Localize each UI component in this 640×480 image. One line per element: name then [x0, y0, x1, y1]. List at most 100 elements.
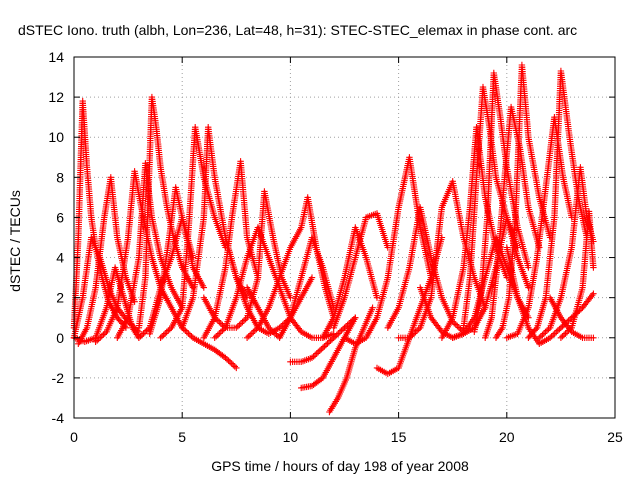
data-point: [590, 264, 597, 271]
data-point: [211, 334, 218, 341]
data-point: [310, 353, 317, 360]
data-point: [141, 328, 149, 336]
data-point: [407, 333, 415, 340]
data-point: [234, 323, 241, 330]
series-19: [298, 314, 359, 392]
data-point: [225, 357, 232, 364]
data-point: [316, 347, 323, 354]
data-point: [137, 333, 144, 340]
data-point: [214, 331, 221, 339]
data-point: [253, 326, 260, 333]
data-point: [308, 274, 316, 281]
data-point: [265, 324, 272, 331]
data-point: [324, 340, 331, 347]
data-point: [245, 333, 252, 340]
data-point: [546, 334, 554, 341]
series-21: [330, 210, 391, 331]
data-point: [525, 264, 532, 271]
data-point: [452, 321, 459, 328]
data-point: [183, 328, 190, 336]
data-point: [319, 344, 327, 351]
data-point: [322, 341, 330, 349]
data-point: [503, 274, 510, 281]
data-point: [557, 334, 565, 341]
series-23: [341, 154, 435, 347]
data-point: [214, 317, 221, 324]
data-point: [315, 348, 322, 356]
data-point: [457, 325, 464, 333]
data-point: [539, 331, 546, 339]
data-point: [413, 327, 421, 334]
data-point: [557, 324, 565, 331]
data-point: [185, 330, 192, 337]
data-point: [567, 316, 574, 323]
data-point: [243, 334, 251, 341]
data-point: [213, 333, 220, 340]
data-point: [577, 305, 585, 313]
data-point: [590, 290, 597, 297]
data-point: [551, 330, 558, 337]
series-22: [319, 224, 381, 341]
series-9: [157, 124, 229, 341]
data-point: [415, 326, 422, 333]
data-point: [97, 334, 104, 341]
series-36: [557, 208, 597, 341]
series-17: [243, 234, 337, 341]
data-point: [554, 327, 561, 334]
data-point: [163, 328, 170, 336]
data-point: [200, 284, 207, 291]
data-point: [233, 364, 240, 372]
data-point: [339, 326, 347, 333]
data-point: [276, 324, 283, 331]
series-37: [503, 244, 597, 347]
data-point: [573, 310, 580, 317]
data-point: [532, 326, 540, 333]
series-13: [200, 188, 294, 331]
chart-title: dSTEC Iono. truth (albh, Lon=236, Lat=48…: [18, 22, 577, 38]
data-point: [138, 331, 146, 339]
data-point: [222, 354, 229, 361]
data-point: [559, 333, 566, 340]
data-point: [287, 294, 294, 301]
data-point: [189, 254, 197, 261]
data-point: [162, 330, 169, 337]
data-point: [268, 327, 276, 334]
data-point: [325, 338, 333, 346]
data-point: [273, 331, 280, 339]
data-point: [550, 331, 557, 339]
data-point: [239, 318, 246, 326]
data-point: [230, 361, 237, 369]
data-point: [540, 330, 548, 337]
series-24: [373, 234, 446, 378]
data-point: [318, 346, 325, 353]
data-point: [373, 294, 381, 301]
data-point: [327, 337, 334, 344]
data-point: [560, 331, 568, 339]
data-point: [131, 298, 138, 305]
data-point: [542, 328, 549, 336]
data-point: [242, 316, 249, 323]
grid: [74, 57, 615, 418]
data-point: [219, 327, 226, 334]
data-point: [157, 334, 164, 341]
data-point: [556, 326, 563, 333]
data-point: [341, 324, 348, 331]
data-point: [216, 318, 223, 326]
data-point: [188, 333, 195, 340]
data-point: [543, 327, 551, 334]
data-point: [250, 328, 257, 336]
data-point: [186, 331, 194, 339]
data-point: [182, 327, 189, 334]
series-38: [449, 214, 532, 341]
data-point: [179, 324, 186, 331]
data-point: [410, 330, 418, 337]
data-point: [570, 313, 577, 320]
data-point: [352, 314, 359, 321]
data-point: [589, 292, 596, 299]
series-4: [92, 168, 164, 345]
data-point: [454, 322, 461, 330]
data-point: [211, 314, 218, 321]
scatter-points: [70, 61, 597, 416]
series-3: [70, 264, 143, 345]
